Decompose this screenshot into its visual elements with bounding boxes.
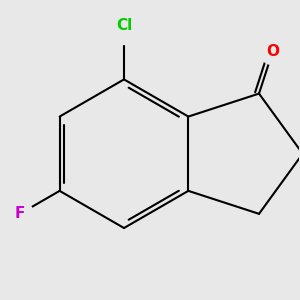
Text: F: F	[15, 206, 25, 221]
Circle shape	[6, 200, 33, 227]
Text: O: O	[266, 44, 279, 59]
Circle shape	[105, 7, 142, 44]
Circle shape	[260, 38, 286, 64]
Text: Cl: Cl	[116, 18, 132, 33]
